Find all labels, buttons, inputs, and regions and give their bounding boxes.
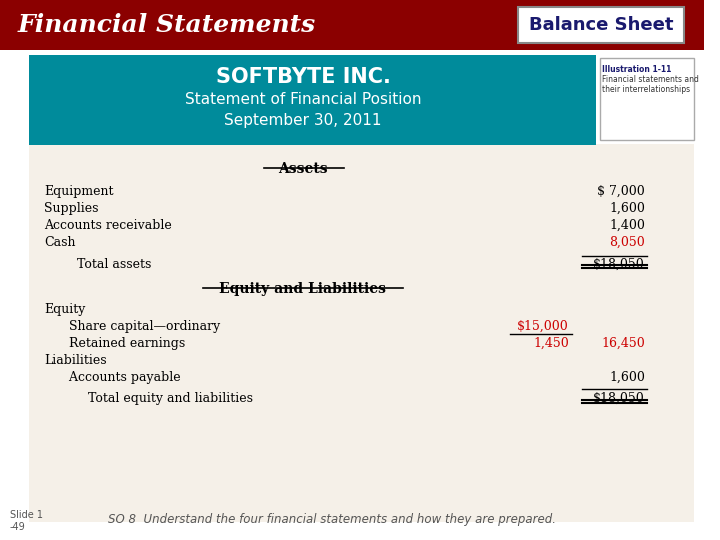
- Text: $15,000: $15,000: [517, 320, 569, 333]
- Text: Cash: Cash: [44, 236, 76, 249]
- Text: Equipment: Equipment: [44, 185, 114, 198]
- Text: $ 7,000: $ 7,000: [598, 185, 645, 198]
- Text: Equity: Equity: [44, 303, 86, 316]
- Text: Statement of Financial Position: Statement of Financial Position: [185, 92, 421, 107]
- Text: Retained earnings: Retained earnings: [57, 337, 185, 350]
- Text: Financial statements and: Financial statements and: [602, 75, 699, 84]
- Text: Share capital—ordinary: Share capital—ordinary: [57, 320, 220, 333]
- Text: Equity and Liabilities: Equity and Liabilities: [220, 282, 387, 296]
- Text: Slide 1
-49: Slide 1 -49: [10, 510, 42, 531]
- Bar: [0, 0, 703, 50]
- Text: Liabilities: Liabilities: [44, 354, 107, 367]
- Text: Supplies: Supplies: [44, 202, 99, 215]
- Text: Financial Statements: Financial Statements: [17, 13, 316, 37]
- Text: Total assets: Total assets: [57, 258, 151, 271]
- Text: 1,600: 1,600: [609, 371, 645, 384]
- Text: their interrelationships: their interrelationships: [602, 85, 690, 94]
- Text: $18,050: $18,050: [593, 392, 645, 405]
- Text: 1,600: 1,600: [609, 202, 645, 215]
- Text: $18,050: $18,050: [593, 258, 645, 271]
- FancyBboxPatch shape: [600, 58, 694, 140]
- Bar: [30, 55, 596, 145]
- Text: 16,450: 16,450: [601, 337, 645, 350]
- Text: SOFTBYTE INC.: SOFTBYTE INC.: [215, 67, 390, 87]
- Text: Balance Sheet: Balance Sheet: [529, 16, 673, 34]
- Text: 8,050: 8,050: [609, 236, 645, 249]
- Text: 1,450: 1,450: [533, 337, 569, 350]
- Text: 1,400: 1,400: [609, 219, 645, 232]
- Text: Total equity and liabilities: Total equity and liabilities: [63, 392, 253, 405]
- Text: Assets: Assets: [278, 162, 328, 176]
- FancyBboxPatch shape: [518, 7, 684, 43]
- Text: Accounts payable: Accounts payable: [57, 371, 180, 384]
- Text: Illustration 1-11: Illustration 1-11: [602, 65, 672, 74]
- Text: Accounts receivable: Accounts receivable: [44, 219, 172, 232]
- Text: September 30, 2011: September 30, 2011: [224, 112, 382, 127]
- Bar: [30, 144, 694, 522]
- Text: SO 8  Understand the four financial statements and how they are prepared.: SO 8 Understand the four financial state…: [107, 513, 556, 526]
